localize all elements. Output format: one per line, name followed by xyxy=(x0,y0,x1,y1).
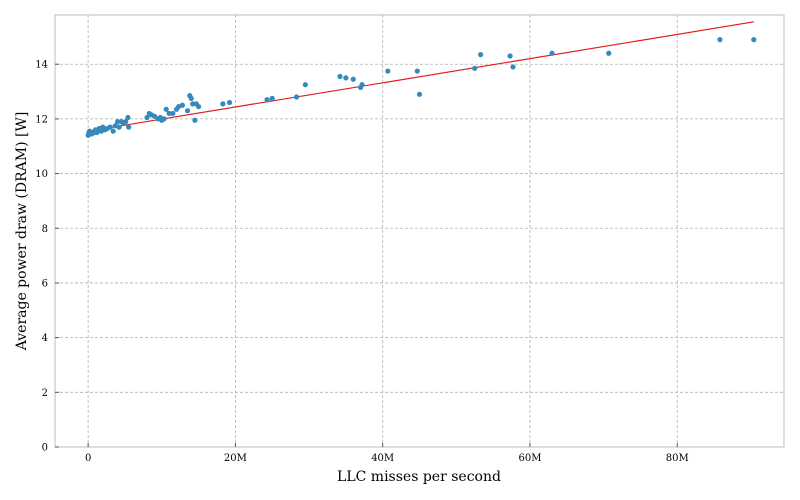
data-point xyxy=(188,95,194,101)
data-point xyxy=(144,114,150,121)
data-point xyxy=(337,73,343,80)
data-point xyxy=(125,114,131,121)
data-point xyxy=(343,75,349,81)
data-point xyxy=(269,95,275,101)
data-point xyxy=(161,116,167,122)
data-point xyxy=(507,53,513,59)
data-point xyxy=(226,99,233,106)
data-point xyxy=(751,37,757,43)
plot-frame xyxy=(54,14,785,448)
fit-line xyxy=(88,21,754,132)
data-point xyxy=(549,50,555,56)
data-point xyxy=(385,68,391,74)
data-point xyxy=(606,50,612,56)
data-points xyxy=(85,37,757,138)
data-point xyxy=(220,101,226,107)
y-tick-label: 4 xyxy=(42,333,48,344)
data-point xyxy=(478,52,484,58)
data-point xyxy=(184,108,191,114)
data-point xyxy=(510,64,516,70)
data-point xyxy=(350,76,356,82)
data-point xyxy=(264,97,270,103)
data-point xyxy=(293,94,300,100)
data-point xyxy=(302,82,308,88)
x-tick-label: 20M xyxy=(224,453,247,464)
data-point xyxy=(116,124,122,130)
x-tick-label: 40M xyxy=(371,453,394,464)
data-point xyxy=(179,102,185,108)
x-axis-label: LLC misses per second xyxy=(337,469,501,485)
data-point xyxy=(114,119,121,125)
data-point xyxy=(163,106,169,112)
trend-lines xyxy=(88,21,754,132)
y-tick-label: 8 xyxy=(42,224,48,235)
data-point xyxy=(126,124,132,130)
data-point xyxy=(107,124,113,130)
x-tick-label: 60M xyxy=(518,453,541,464)
x-tick-label: 80M xyxy=(666,453,689,464)
data-point xyxy=(110,128,116,134)
data-point xyxy=(123,119,129,125)
data-point xyxy=(359,82,365,88)
plot-area xyxy=(55,15,784,447)
data-point xyxy=(472,65,478,71)
data-point xyxy=(192,117,198,123)
data-point xyxy=(416,91,423,97)
y-tick-label: 14 xyxy=(35,60,48,71)
data-point xyxy=(151,113,158,119)
y-tick-label: 12 xyxy=(35,114,48,125)
data-point xyxy=(94,129,100,136)
x-tick-label: 0 xyxy=(85,453,91,464)
y-tick-label: 6 xyxy=(42,278,48,289)
data-point xyxy=(190,101,196,107)
data-point xyxy=(195,103,202,110)
data-point xyxy=(414,68,420,74)
y-tick-label: 10 xyxy=(35,169,48,180)
data-point xyxy=(166,110,172,117)
y-axis-label: Average power draw (DRAM) [W] xyxy=(14,112,30,352)
y-axis-ticks: 0 2 4 6 8 10 12 14 xyxy=(35,60,59,454)
x-axis-ticks: 0 20M 40M 60M 80M xyxy=(85,443,689,464)
y-tick-label: 2 xyxy=(42,388,48,399)
data-point xyxy=(717,37,723,43)
y-tick-label: 0 xyxy=(42,443,48,454)
data-point xyxy=(170,110,176,117)
